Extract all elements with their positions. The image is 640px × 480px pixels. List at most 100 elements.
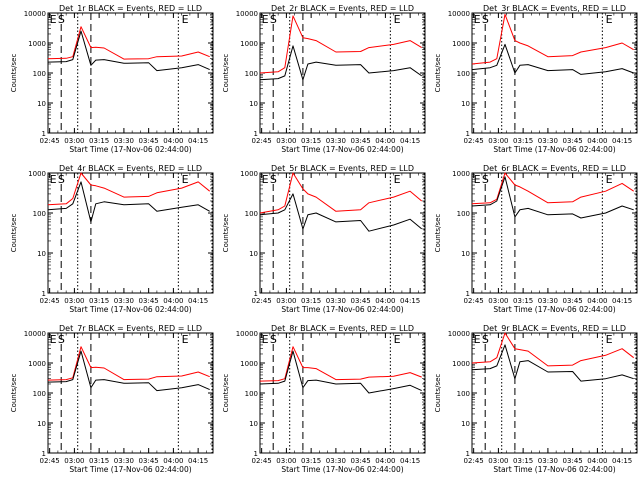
plot-frame	[259, 12, 426, 134]
x-tick-label: 03:00	[64, 457, 84, 465]
flag-e: E	[182, 173, 189, 186]
flag-e: E	[262, 13, 269, 26]
y-tick-label: 1	[466, 130, 470, 138]
y-axis-label: Counts/sec	[10, 374, 18, 413]
x-tick-label: 03:00	[276, 297, 296, 305]
series-line-events	[471, 176, 634, 219]
chart-panel-2: Det_2r BLACK = Events, RED = LLD 1 10 100 10…	[222, 4, 426, 154]
x-tick-label: 03:00	[276, 457, 296, 465]
y-tick-label: 10	[249, 250, 258, 258]
flag-s: S	[482, 13, 489, 26]
series-line-lld	[47, 346, 210, 381]
chart-title: Det_6r BLACK = Events, RED = LLD	[483, 164, 626, 173]
x-tick-label: 03:45	[351, 137, 371, 145]
x-axis-label: Start Time (17-Nov-06 02:44:00)	[281, 145, 403, 154]
y-tick-label: 1000	[452, 360, 470, 368]
chart-panel-7: Det_7r BLACK = Events, RED = LLD 1 10 100 10…	[10, 324, 214, 474]
flag-e: E	[474, 173, 481, 186]
chart-title: Det_7r BLACK = Events, RED = LLD	[59, 324, 202, 333]
x-tick-label: 03:45	[139, 297, 159, 305]
x-tick-label: 04:15	[188, 457, 208, 465]
series-line-lld	[259, 346, 422, 382]
x-tick-label: 03:30	[114, 137, 134, 145]
y-tick-label: 10000	[24, 330, 46, 338]
flag-e: E	[262, 333, 269, 346]
x-tick-label: 03:45	[563, 137, 583, 145]
x-tick-label: 03:15	[89, 457, 109, 465]
x-tick-label: 03:30	[538, 297, 558, 305]
chart-panel-6: Det_6r BLACK = Events, RED = LLD 1 10 100 10…	[434, 164, 638, 314]
y-tick-label: 10000	[448, 330, 470, 338]
flag-e: E	[182, 13, 189, 26]
y-tick-label: 100	[245, 210, 258, 218]
x-tick-label: 04:00	[587, 137, 607, 145]
plot-frame	[259, 172, 426, 294]
x-tick-label: 04:15	[612, 297, 632, 305]
y-tick-label: 100	[245, 70, 258, 78]
x-tick-label: 04:15	[188, 137, 208, 145]
x-tick-label: 04:00	[587, 297, 607, 305]
flag-s: S	[270, 13, 277, 26]
y-tick-label: 1000	[452, 40, 470, 48]
x-tick-label: 03:15	[301, 137, 321, 145]
y-tick-label: 1	[466, 290, 470, 298]
x-tick-label: 03:00	[488, 297, 508, 305]
series-line-events	[259, 350, 422, 394]
y-tick-label: 100	[457, 210, 470, 218]
flag-s: S	[270, 333, 277, 346]
chart-title: Det_5r BLACK = Events, RED = LLD	[271, 164, 414, 173]
flag-s: S	[482, 173, 489, 186]
flag-e: E	[474, 13, 481, 26]
series-line-events	[259, 45, 422, 81]
flag-e: E	[50, 333, 57, 346]
x-tick-label: 03:15	[513, 297, 533, 305]
x-tick-label: 03:15	[301, 457, 321, 465]
x-tick-label: 03:45	[563, 457, 583, 465]
x-tick-label: 03:30	[114, 297, 134, 305]
y-tick-label: 1000	[28, 170, 46, 178]
x-tick-label: 04:15	[400, 297, 420, 305]
x-tick-label: 03:30	[326, 137, 346, 145]
x-tick-label: 03:45	[139, 457, 159, 465]
x-tick-label: 02:45	[40, 457, 60, 465]
flag-s: S	[58, 13, 65, 26]
x-tick-label: 04:00	[163, 457, 183, 465]
chart-title: Det_9r BLACK = Events, RED = LLD	[483, 324, 626, 333]
y-tick-label: 1	[42, 450, 46, 458]
plot-frame	[259, 332, 426, 454]
x-tick-label: 04:00	[375, 137, 395, 145]
y-tick-label: 10	[249, 420, 258, 428]
x-tick-label: 03:00	[488, 137, 508, 145]
series-line-events	[47, 30, 210, 72]
flag-e: E	[606, 173, 613, 186]
chart-title: Det_1r BLACK = Events, RED = LLD	[59, 4, 202, 13]
chart-panel-8: Det_8r BLACK = Events, RED = LLD 1 10 100 10…	[222, 324, 426, 474]
x-tick-label: 03:00	[64, 137, 84, 145]
y-tick-label: 10000	[24, 10, 46, 18]
flag-s: S	[482, 333, 489, 346]
series-line-events	[259, 193, 423, 232]
y-tick-label: 100	[33, 390, 46, 398]
chart-title: Det_4r BLACK = Events, RED = LLD	[59, 164, 202, 173]
y-tick-label: 10	[37, 250, 46, 258]
x-tick-label: 04:15	[188, 297, 208, 305]
x-tick-label: 04:15	[400, 137, 420, 145]
flag-e: E	[182, 333, 189, 346]
y-tick-label: 10000	[236, 10, 258, 18]
x-tick-label: 02:45	[464, 457, 484, 465]
x-tick-label: 02:45	[252, 457, 272, 465]
x-tick-label: 03:45	[351, 457, 371, 465]
y-tick-label: 1	[254, 450, 258, 458]
y-tick-label: 10	[461, 100, 470, 108]
flag-e: E	[394, 173, 401, 186]
y-axis-label: Counts/sec	[434, 54, 442, 93]
y-tick-label: 10	[37, 100, 46, 108]
series-line-lld	[471, 332, 635, 367]
x-tick-label: 04:15	[400, 457, 420, 465]
y-axis-label: Counts/sec	[222, 214, 230, 253]
chart-title: Det_8r BLACK = Events, RED = LLD	[271, 324, 414, 333]
y-tick-label: 1	[42, 130, 46, 138]
x-tick-label: 03:15	[513, 137, 533, 145]
chart-title: Det_2r BLACK = Events, RED = LLD	[271, 4, 414, 13]
x-tick-label: 02:45	[464, 137, 484, 145]
